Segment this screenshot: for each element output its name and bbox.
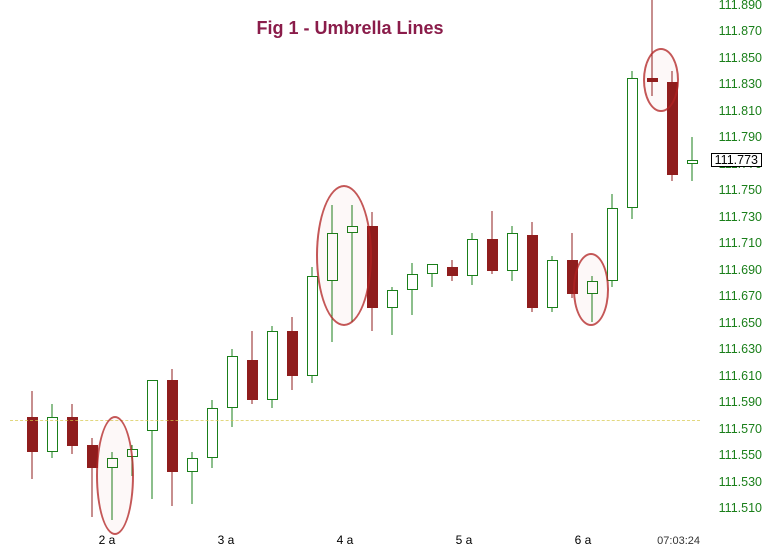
y-tick: 111.670 [719,290,762,302]
y-tick: 111.530 [719,476,762,488]
y-tick: 111.650 [719,317,762,329]
candle-body [227,356,238,408]
y-tick: 111.550 [719,449,762,461]
candle [487,0,498,520]
y-tick: 111.790 [719,131,762,143]
candle-body [627,78,638,208]
candle-body [147,380,158,431]
candle [287,0,298,520]
y-tick: 111.710 [719,237,762,249]
y-tick: 111.610 [719,370,762,382]
candle-body [487,239,498,270]
candle [47,0,58,520]
y-tick: 111.510 [719,502,762,514]
candle [467,0,478,520]
candle [687,0,698,520]
candle-body [187,458,198,472]
timestamp: 07:03:24 [657,535,700,547]
candle [247,0,258,520]
candle-body [527,235,538,308]
candle-body [407,274,418,290]
x-tick: 3 a [218,533,235,547]
y-tick: 111.810 [719,105,762,117]
candle-body [427,264,438,274]
y-tick: 111.730 [719,211,762,223]
y-tick: 111.890 [719,0,762,11]
candle-body [687,160,698,164]
candle [507,0,518,520]
candle [187,0,198,520]
candle [627,0,638,520]
candle [27,0,38,520]
candle [267,0,278,520]
candle [567,0,578,520]
candle [607,0,618,520]
y-axis: 111.890 111.870 111.850 111.830 111.810 111.7… [708,0,768,553]
candle [527,0,538,520]
x-tick: 4 a [337,533,354,547]
y-tick: 111.830 [719,78,762,90]
candle [407,0,418,520]
candle [147,0,158,520]
candle [167,0,178,520]
candle [227,0,238,520]
candle [87,0,98,520]
y-tick: 111.870 [719,25,762,37]
candle [447,0,458,520]
candle-body [207,408,218,459]
candle-body [467,239,478,276]
candle [207,0,218,520]
x-tick: 5 a [456,533,473,547]
candle [427,0,438,520]
candle [387,0,398,520]
candle-body [67,417,78,446]
y-tick: 111.590 [719,396,762,408]
candle-body [27,417,38,451]
candle-body [267,331,278,399]
y-tick: 111.570 [719,423,762,435]
y-tick: 111.690 [719,264,762,276]
candle-body [247,360,258,400]
y-tick: 111.850 [719,52,762,64]
candle-body [287,331,298,376]
candle-body [47,417,58,451]
candle-body [167,380,178,472]
candle-body [507,233,518,271]
annotation-ellipse [96,416,134,535]
candlestick-chart: Fig 1 - Umbrella Lines 111.890111.870111… [0,0,768,553]
candle-body [447,267,458,277]
y-tick: 111.750 [719,184,762,196]
y-tick: 111.630 [719,343,762,355]
candle [547,0,558,520]
annotation-ellipse [316,185,372,326]
candle-body [387,290,398,308]
x-tick: 2 a [99,533,116,547]
candle-body [547,260,558,308]
candle [67,0,78,520]
candle-body [307,276,318,376]
annotation-ellipse [573,253,609,325]
candle-body [607,208,618,281]
annotation-ellipse [643,48,679,112]
candle-wick [692,137,693,181]
y-current-price: 111.773 [711,153,762,167]
x-tick: 6 a [575,533,592,547]
